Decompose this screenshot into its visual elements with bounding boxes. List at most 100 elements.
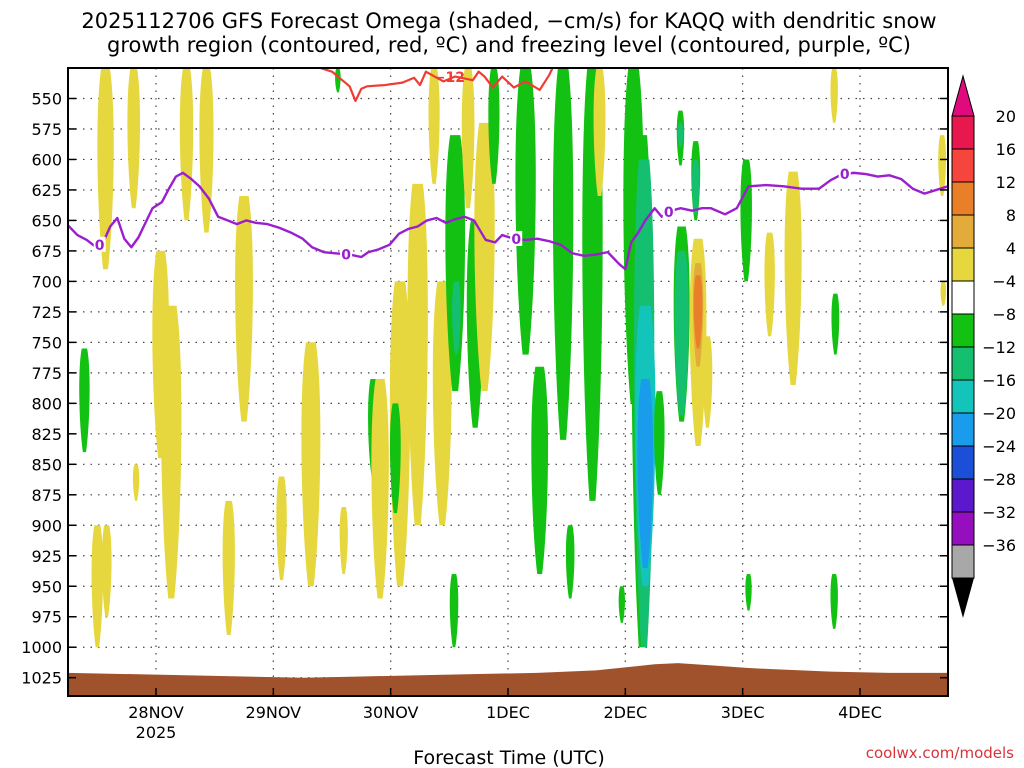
colorbar-bottom-arrow (952, 578, 974, 618)
omega-region-pos-4-8 (764, 232, 775, 337)
omega-region-pos-4-8 (199, 68, 214, 233)
freezing-label-bg (93, 236, 106, 252)
freezing-level-label: 0 (511, 232, 521, 248)
colorbar-swatch (951, 214, 975, 249)
colorbar-swatch (951, 313, 975, 348)
omega-region-neg-8-12 (692, 159, 700, 215)
omega-region-neg-4-8 (740, 159, 752, 282)
colorbar-label: 4 (1006, 239, 1016, 258)
omega-region-neg-4-8 (831, 293, 840, 355)
omega-region-pos-4-8 (474, 122, 495, 392)
x-tick-label: 2DEC (603, 703, 647, 722)
colorbar-label: 8 (1006, 206, 1016, 225)
freezing-level-line (68, 171, 948, 271)
y-tick-label: 900 (31, 516, 62, 535)
colorbar-swatch (951, 412, 975, 447)
omega-region-neg-8-12 (674, 250, 689, 416)
surface-terrain (68, 663, 948, 696)
omega-region-pos-4-8 (940, 281, 947, 306)
y-tick-label: 775 (31, 364, 62, 383)
x-tick-label: 28NOV (128, 703, 184, 722)
omega-region-neg-4-8 (565, 525, 575, 599)
omega-region-neg-4-8 (531, 366, 549, 575)
omega-region-pos-4-8 (784, 171, 802, 386)
y-tick-label: 825 (31, 425, 62, 444)
omega-region-pos-4-8 (432, 281, 452, 526)
y-tick-label: 575 (31, 120, 62, 139)
omega-region-pos-4-8 (407, 183, 428, 526)
omega-region-neg-16-20 (637, 378, 654, 568)
colorbar-label: −36 (982, 536, 1016, 555)
omega-region-pos-4-8 (101, 525, 112, 617)
y-tick-label: 725 (31, 303, 62, 322)
contours: 0 0 0 0 0 −12 (68, 68, 948, 271)
x-tick-label: 30NOV (363, 703, 419, 722)
freezing-label-bg (340, 246, 353, 262)
y-tick-label: 850 (31, 455, 62, 474)
freezing-level-label: 0 (341, 247, 351, 263)
colorbar-label: −16 (982, 371, 1016, 390)
x-tick-label: 4DEC (838, 703, 882, 722)
y-tick-label: 550 (31, 89, 62, 108)
y-tick-label: 600 (31, 150, 62, 169)
omega-shading (79, 68, 947, 648)
omega-region-pos-4-8 (276, 476, 287, 581)
omega-region-pos-12-16 (693, 275, 703, 349)
omega-region-neg-4-8 (488, 68, 500, 184)
y-tick-label: 700 (31, 272, 62, 291)
omega-region-neg-4-8 (654, 391, 665, 495)
colorbar-swatch (951, 148, 975, 183)
colorbar-label: 16 (996, 140, 1016, 159)
colorbar-label: 20 (996, 107, 1016, 126)
colorbar-swatch (951, 478, 975, 513)
freezing-label-bg (838, 165, 851, 181)
y-tick-label: 675 (31, 242, 62, 261)
omega-region-neg-4-8 (515, 68, 536, 355)
dgz-contour-line (319, 68, 554, 103)
freezing-level-label: 0 (95, 238, 105, 254)
colorbar-swatch (951, 247, 975, 282)
omega-region-neg-4-8 (552, 68, 574, 440)
omega-region-neg-4-8 (79, 348, 90, 453)
omega-region-pos-4-8 (91, 525, 104, 648)
y-tick-label: 875 (31, 486, 62, 505)
y-tick-label: 925 (31, 547, 62, 566)
freezing-level-label: 0 (664, 205, 674, 221)
omega-region-pos-4-8 (461, 68, 475, 209)
omega-region-neg-8-12 (677, 122, 684, 148)
omega-region-pos-4-8 (222, 500, 235, 636)
colorbar-label: −8 (992, 305, 1016, 324)
x-tick-label: 29NOV (246, 703, 302, 722)
x-tick-sublabel: 2025 (136, 723, 177, 742)
colorbar-label: −28 (982, 470, 1016, 489)
colorbar-swatch (951, 280, 975, 315)
y-tick-label: 625 (31, 181, 62, 200)
omega-region-pos-4-8 (428, 68, 440, 184)
colorbar-label: −12 (982, 338, 1016, 357)
omega-region-pos-4-8 (593, 68, 606, 197)
colorbar-swatch (951, 346, 975, 381)
y-axis: 550 575 600 625 650 675 700 725 750 775 800 825 850 8… (21, 89, 948, 688)
colorbar: 20 16 12 8 4 −4 −8 −12 −16 −20 −24 −28 −32 −36 (951, 74, 1016, 618)
omega-region-neg-4-8 (389, 403, 401, 514)
omega-region-neg-4-8 (830, 574, 838, 629)
colorbar-swatch (951, 379, 975, 414)
omega-region-neg-4-8 (618, 586, 625, 623)
omega-region-pos-4-8 (179, 68, 194, 221)
x-axis-label: Forecast Time (UTC) (413, 747, 604, 768)
colorbar-swatch (951, 544, 975, 579)
freezing-label-bg (510, 230, 523, 246)
omega-region-pos-4-8 (339, 506, 348, 575)
omega-region-neg-4-8 (745, 574, 752, 611)
colorbar-label: −24 (982, 437, 1016, 456)
y-tick-label: 1025 (21, 669, 62, 688)
omega-region-pos-4-8 (830, 68, 838, 123)
omega-region-pos-4-8 (97, 68, 114, 270)
y-tick-label: 950 (31, 577, 62, 596)
freezing-label-bg (662, 204, 675, 220)
omega-region-neg-4-8 (335, 68, 341, 93)
colorbar-label: 12 (996, 173, 1016, 192)
chart-title-line-2: growth region (contoured, red, ºC) and f… (107, 33, 911, 57)
